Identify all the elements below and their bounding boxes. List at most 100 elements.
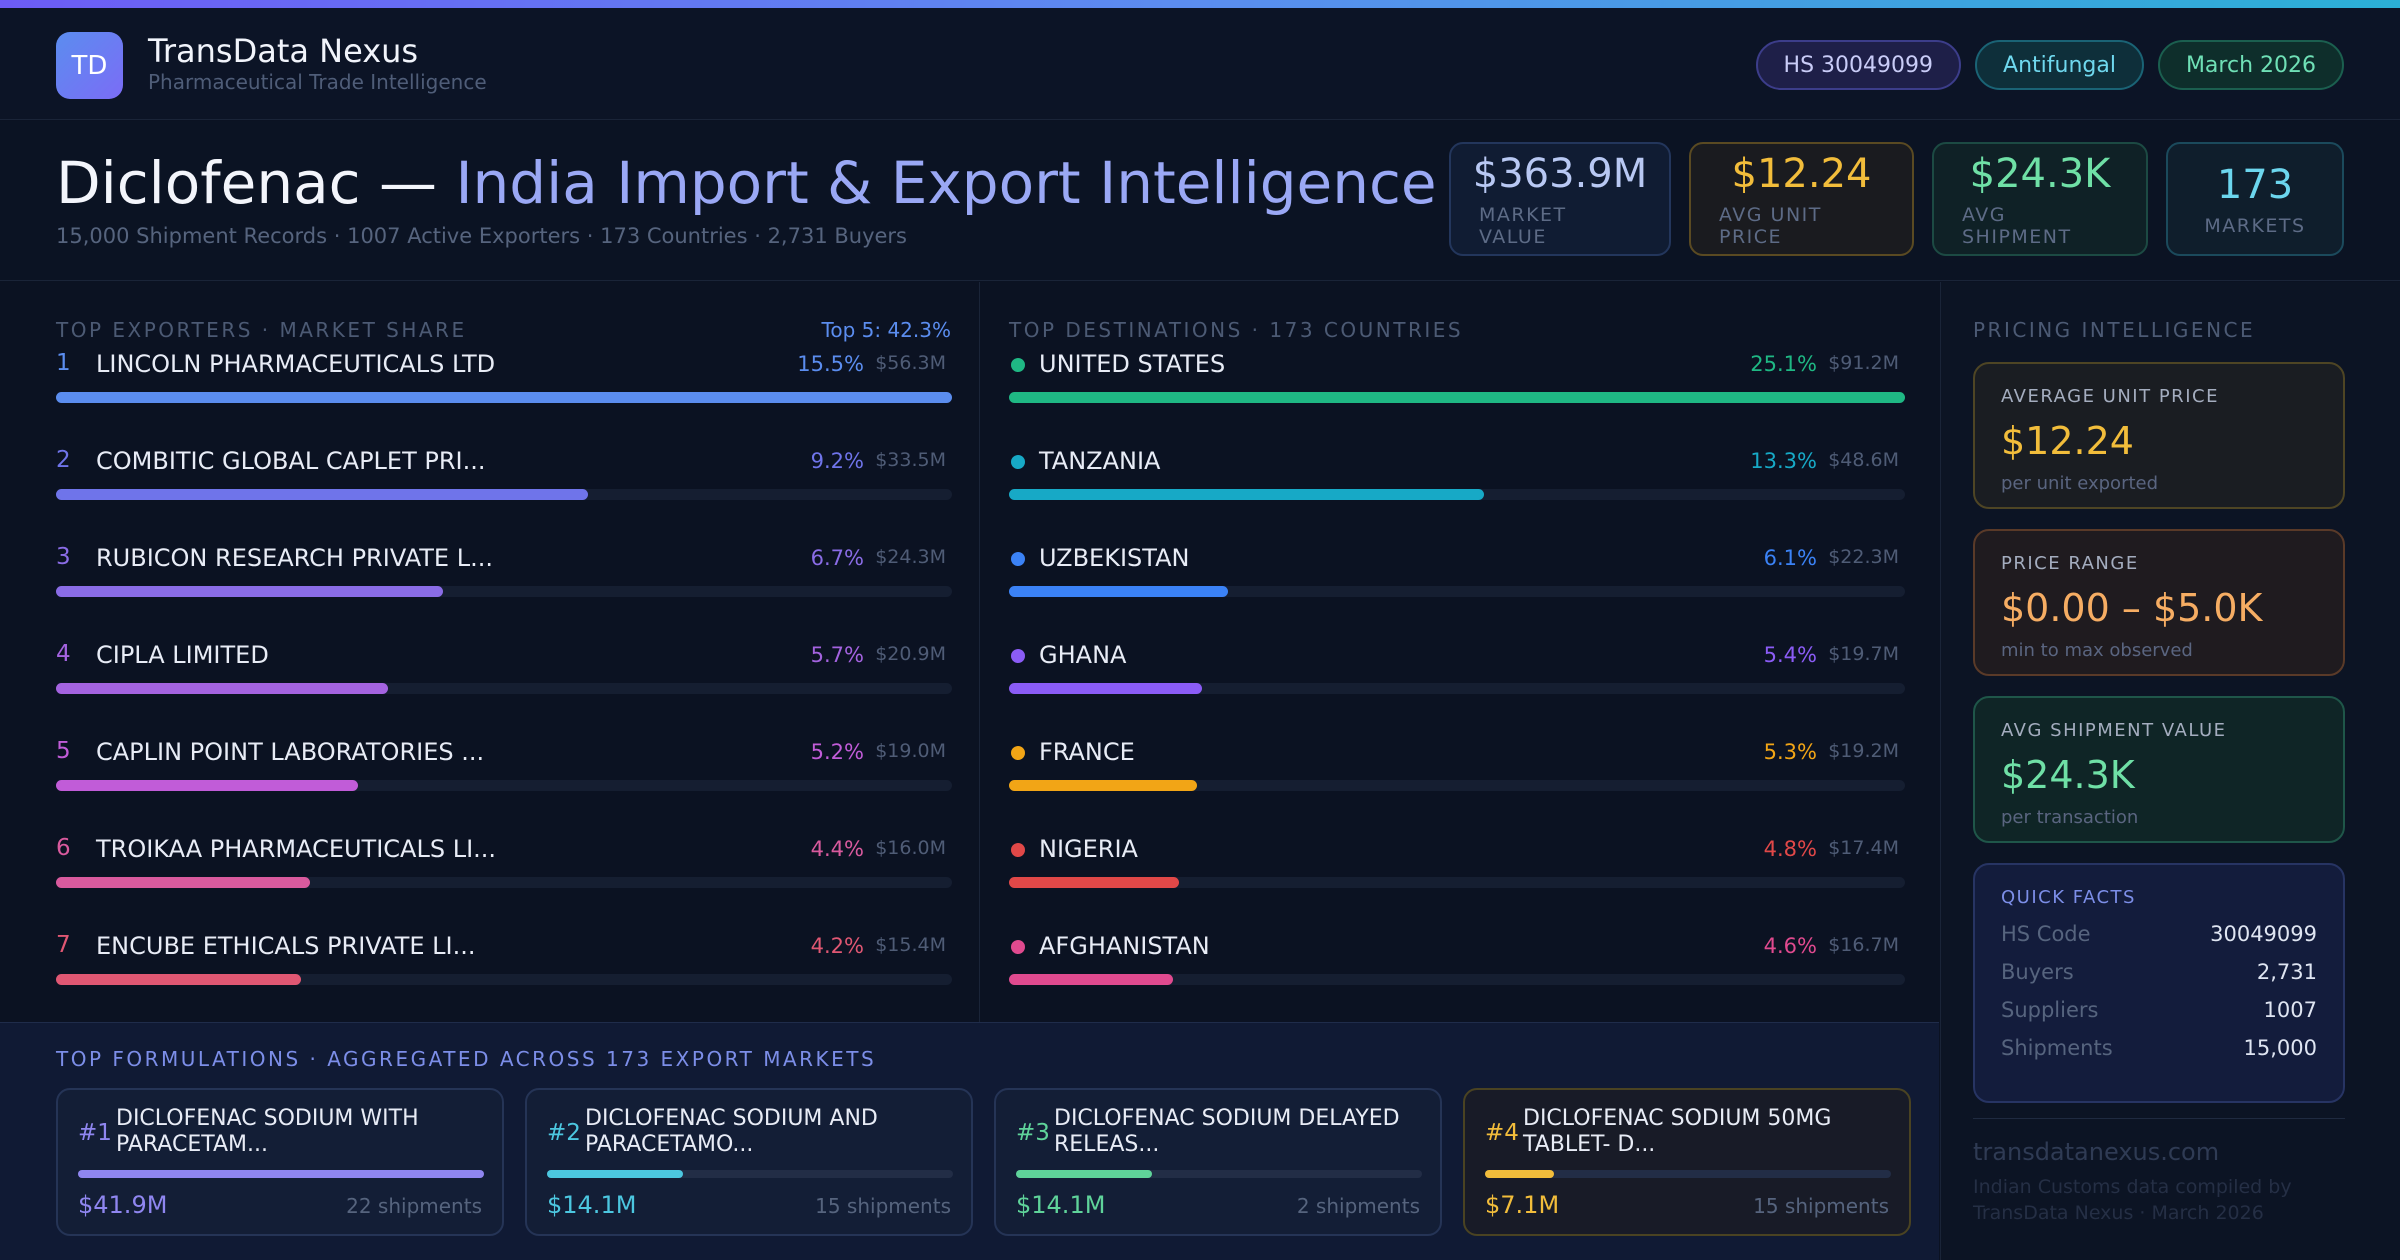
filter-tags: HS 30049099 Antifungal March 2026: [1755, 40, 2344, 90]
title-topic: India Import & Export Intelligence: [455, 149, 1437, 217]
exporter-name: RUBICON RESEARCH PRIVATE L...: [96, 544, 493, 572]
value-bar-fill: [1485, 1170, 1554, 1178]
kpi-label: AVG SHIPMENT: [1962, 204, 2072, 248]
formulation-card[interactable]: #3 DICLOFENAC SODIUM DELAYED RELEAS... $14…: [994, 1088, 1442, 1236]
formulation-rank: #3: [1016, 1120, 1050, 1146]
kpi-value: $363.9M: [1472, 151, 1648, 197]
share-bar-fill: [56, 489, 589, 500]
share-bar-fill: [56, 877, 311, 888]
share-bar-fill: [56, 780, 358, 791]
value-bar-fill: [547, 1170, 684, 1178]
share-bar-fill: [56, 683, 389, 694]
fact-key: HS Code: [2001, 922, 2091, 946]
kpi-avg-unit-price: $12.24 AVG UNIT PRICE: [1689, 142, 1914, 256]
share-percent: 5.7%: [810, 643, 864, 667]
exporter-row[interactable]: 1 LINCOLN PHARMACEUTICALS LTD 15.5% $56.3M: [56, 350, 952, 420]
value-bar-fill: [1016, 1170, 1153, 1178]
top-exporters-panel: TOP EXPORTERS · MARKET SHARE Top 5: 42.3…: [0, 282, 980, 1022]
pricing-sidebar: PRICING INTELLIGENCE AVERAGE UNIT PRICE …: [1940, 282, 2400, 1260]
destination-row[interactable]: AFGHANISTAN 4.6% $16.7M: [1009, 932, 1905, 1002]
exporter-row[interactable]: 5 CAPLIN POINT LABORATORIES ... 5.2% $19.0M: [56, 738, 952, 808]
share-bar-track: [1009, 877, 1905, 888]
shipment-count: 15 shipments: [815, 1194, 951, 1218]
share-percent: 6.7%: [810, 546, 864, 570]
share-bar-fill: [1009, 974, 1173, 985]
card-value: $12.24: [2001, 419, 2134, 463]
kpi-row: $363.9M MARKET VALUE $12.24 AVG UNIT PRI…: [1449, 142, 2344, 256]
export-value: $15.4M: [875, 934, 946, 956]
card-caption: per transaction: [2001, 807, 2139, 828]
fact-value: 30049099: [2210, 922, 2317, 946]
export-value: $56.3M: [875, 352, 946, 374]
value-bar-track: [1016, 1170, 1422, 1178]
country-dot-icon: [1011, 843, 1025, 857]
top-formulations-section: TOP FORMULATIONS · AGGREGATED ACROSS 173…: [0, 1022, 1939, 1260]
import-value: $19.2M: [1828, 740, 1899, 762]
exporter-name: COMBITIC GLOBAL CAPLET PRI...: [96, 447, 486, 475]
import-value: $48.6M: [1828, 449, 1899, 471]
page-subtitle: 15,000 Shipment Records · 1007 Active Ex…: [56, 224, 908, 248]
share-bar-track: [56, 392, 952, 403]
share-bar-track: [56, 974, 952, 985]
country-name: NIGERIA: [1039, 835, 1138, 863]
fact-row-shipments: Shipments 15,000: [2001, 1036, 2317, 1060]
destination-row[interactable]: UZBEKISTAN 6.1% $22.3M: [1009, 544, 1905, 614]
accent-bar: [0, 0, 2400, 8]
formulation-value: $7.1M: [1485, 1191, 1560, 1219]
share-percent: 25.1%: [1750, 352, 1817, 376]
formulation-rank: #1: [78, 1120, 112, 1146]
formulation-value: $41.9M: [78, 1191, 168, 1219]
formulation-name: DICLOFENAC SODIUM 50MG TABLET- D...: [1523, 1106, 1832, 1157]
row-rank: 2: [56, 447, 71, 473]
period-tag[interactable]: March 2026: [2157, 40, 2344, 90]
card-label: AVERAGE UNIT PRICE: [2001, 386, 2219, 407]
exporter-row[interactable]: 4 CIPLA LIMITED 5.7% $20.9M: [56, 641, 952, 711]
destination-row[interactable]: FRANCE 5.3% $19.2M: [1009, 738, 1905, 808]
exporter-row[interactable]: 6 TROIKAA PHARMACEUTICALS LI... 4.4% $16.0M: [56, 835, 952, 905]
brand-subtitle: Pharmaceutical Trade Intelligence: [148, 70, 487, 94]
share-bar-fill: [1009, 877, 1180, 888]
share-percent: 4.6%: [1763, 934, 1817, 958]
formulation-card[interactable]: #2 DICLOFENAC SODIUM AND PARACETAMO... $14…: [525, 1088, 973, 1236]
share-bar-track: [1009, 974, 1905, 985]
kpi-label: MARKETS: [2204, 215, 2306, 237]
share-bar-track: [56, 877, 952, 888]
destination-row[interactable]: GHANA 5.4% $19.7M: [1009, 641, 1905, 711]
formulation-card[interactable]: #1 DICLOFENAC SODIUM WITH PARACETAM... $41…: [56, 1088, 504, 1236]
exporter-name: LINCOLN PHARMACEUTICALS LTD: [96, 350, 496, 378]
destination-row[interactable]: TANZANIA 13.3% $48.6M: [1009, 447, 1905, 517]
brand-logo[interactable]: TD: [56, 32, 123, 99]
site-link[interactable]: transdatanexus.com: [1973, 1138, 2220, 1166]
row-rank: 5: [56, 738, 71, 764]
exporter-row[interactable]: 2 COMBITIC GLOBAL CAPLET PRI... 9.2% $33.5M: [56, 447, 952, 517]
top5-share-link[interactable]: Top 5: 42.3%: [821, 318, 951, 342]
share-bar-track: [1009, 392, 1905, 403]
country-dot-icon: [1011, 940, 1025, 954]
formulation-card[interactable]: #4 DICLOFENAC SODIUM 50MG TABLET- D... $7.…: [1463, 1088, 1911, 1236]
card-value: $0.00 – $5.0K: [2001, 586, 2263, 630]
kpi-value: $24.3K: [1969, 151, 2111, 197]
share-percent: 4.8%: [1763, 837, 1817, 861]
formulations-heading: TOP FORMULATIONS · AGGREGATED ACROSS 173…: [56, 1047, 877, 1071]
export-value: $16.0M: [875, 837, 946, 859]
destination-row[interactable]: UNITED STATES 25.1% $91.2M: [1009, 350, 1905, 420]
exporter-name: CIPLA LIMITED: [96, 641, 269, 669]
exporter-row[interactable]: 3 RUBICON RESEARCH PRIVATE L... 6.7% $24.3M: [56, 544, 952, 614]
share-bar-fill: [56, 392, 952, 403]
hs-code-tag[interactable]: HS 30049099: [1755, 40, 1962, 90]
category-tag[interactable]: Antifungal: [1975, 40, 2144, 90]
destination-row[interactable]: NIGERIA 4.8% $17.4M: [1009, 835, 1905, 905]
formulation-rank: #2: [547, 1120, 581, 1146]
country-dot-icon: [1011, 746, 1025, 760]
share-bar-fill: [1009, 392, 1905, 403]
formulation-value: $14.1M: [1016, 1191, 1106, 1219]
kpi-markets: 173 MARKETS: [2166, 142, 2344, 256]
fact-key: Suppliers: [2001, 998, 2099, 1022]
exporter-row[interactable]: 7 ENCUBE ETHICALS PRIVATE LI... 4.2% $15.4M: [56, 932, 952, 1002]
country-name: UZBEKISTAN: [1039, 544, 1190, 572]
page-title: Diclofenac — India Import & Export Intel…: [56, 149, 1437, 217]
country-name: FRANCE: [1039, 738, 1135, 766]
share-percent: 9.2%: [810, 449, 864, 473]
value-bar-track: [1485, 1170, 1891, 1178]
kpi-value: 173: [2216, 162, 2294, 208]
